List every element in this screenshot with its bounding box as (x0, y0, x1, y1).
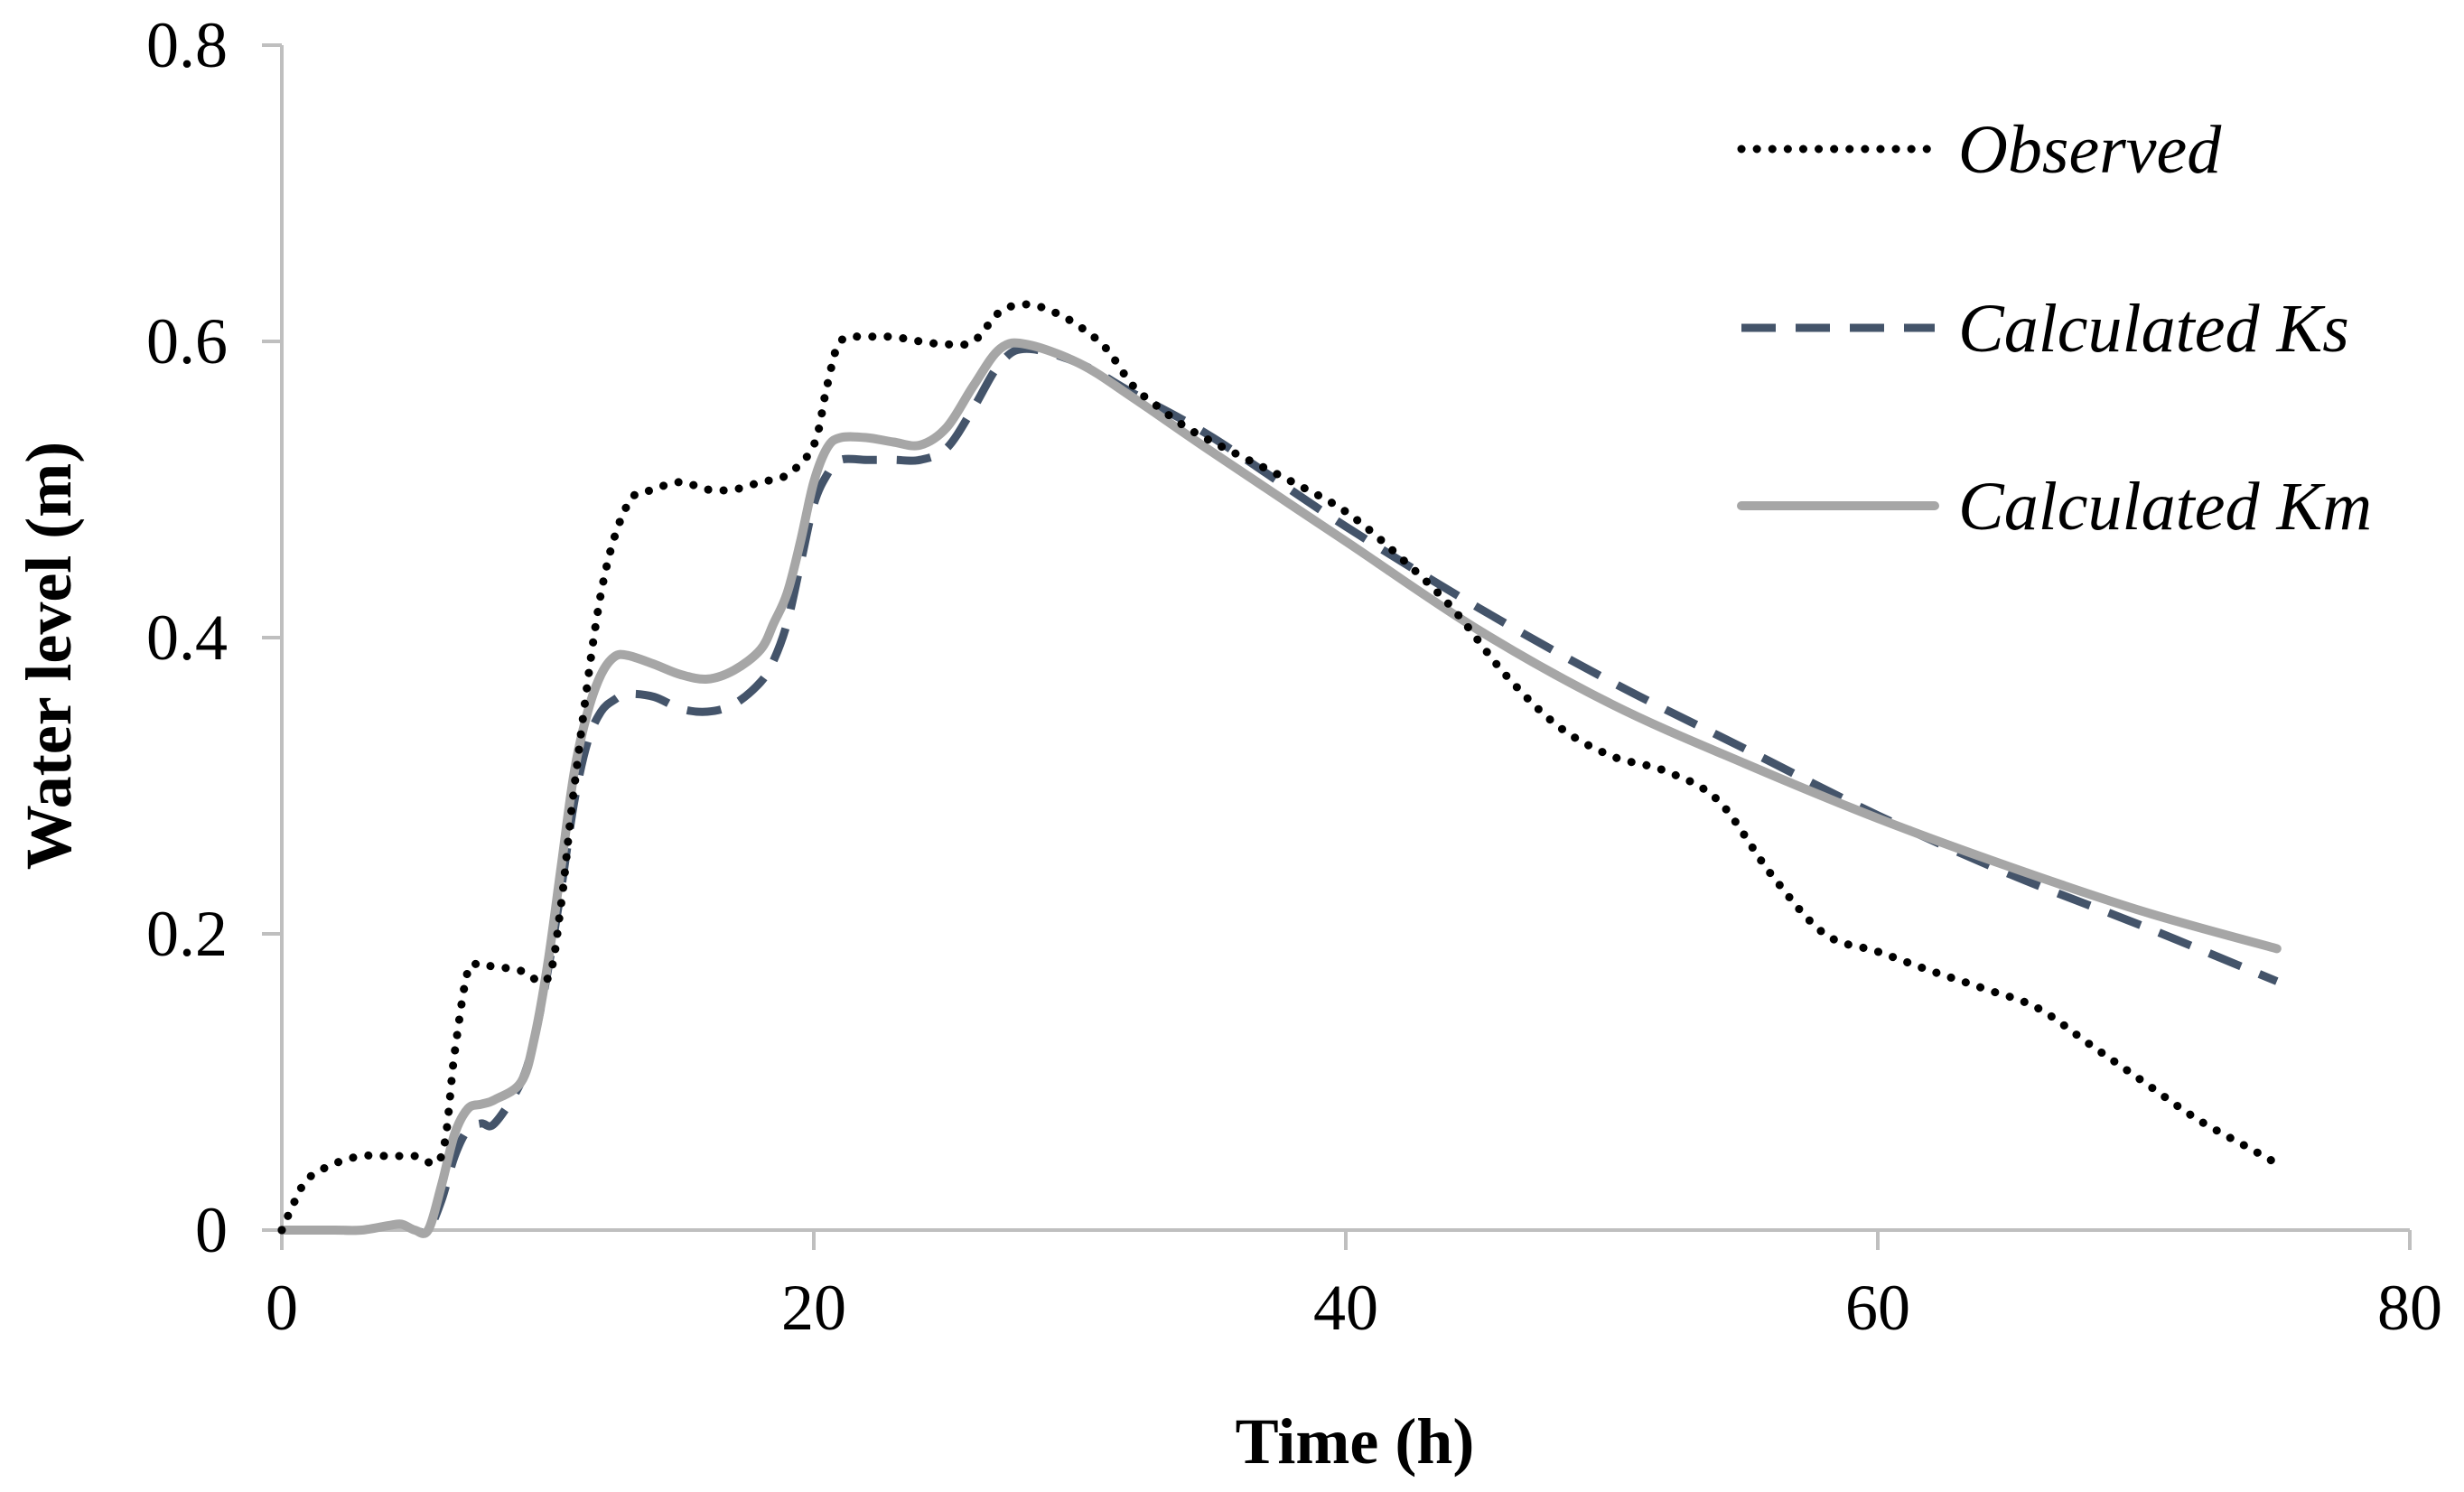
y-axis-title: Water level (m) (13, 442, 85, 870)
x-tick-label: 20 (781, 1272, 846, 1344)
series-lines (277, 300, 2282, 1238)
y-tick-label: 0.6 (146, 305, 228, 378)
x-tick-label: 40 (1313, 1272, 1378, 1344)
series-line-calculated-km (277, 338, 2282, 1238)
y-tick-label: 0 (195, 1194, 228, 1266)
axes (262, 43, 2412, 1250)
y-tick-label: 0.4 (146, 601, 228, 674)
legend-label: Calculated Ks (1958, 291, 2349, 367)
x-axis-title: Time (h) (1236, 1405, 1475, 1478)
tick-labels: 0 0.2 0.4 0.6 0.8 0 20 40 60 80 (146, 9, 2442, 1344)
x-tick-label: 0 (266, 1272, 298, 1344)
y-tick-label: 0.8 (146, 9, 228, 81)
legend: Observed Calculated Ks Calculated Km (1737, 112, 2372, 545)
series-line-calculated-ks (281, 344, 2279, 1237)
y-tick-label: 0.2 (146, 898, 228, 970)
x-tick-label: 60 (1845, 1272, 1910, 1344)
x-tick-label: 80 (2377, 1272, 2442, 1344)
legend-label: Observed (1958, 112, 2222, 188)
legend-label: Calculated Km (1958, 469, 2372, 545)
